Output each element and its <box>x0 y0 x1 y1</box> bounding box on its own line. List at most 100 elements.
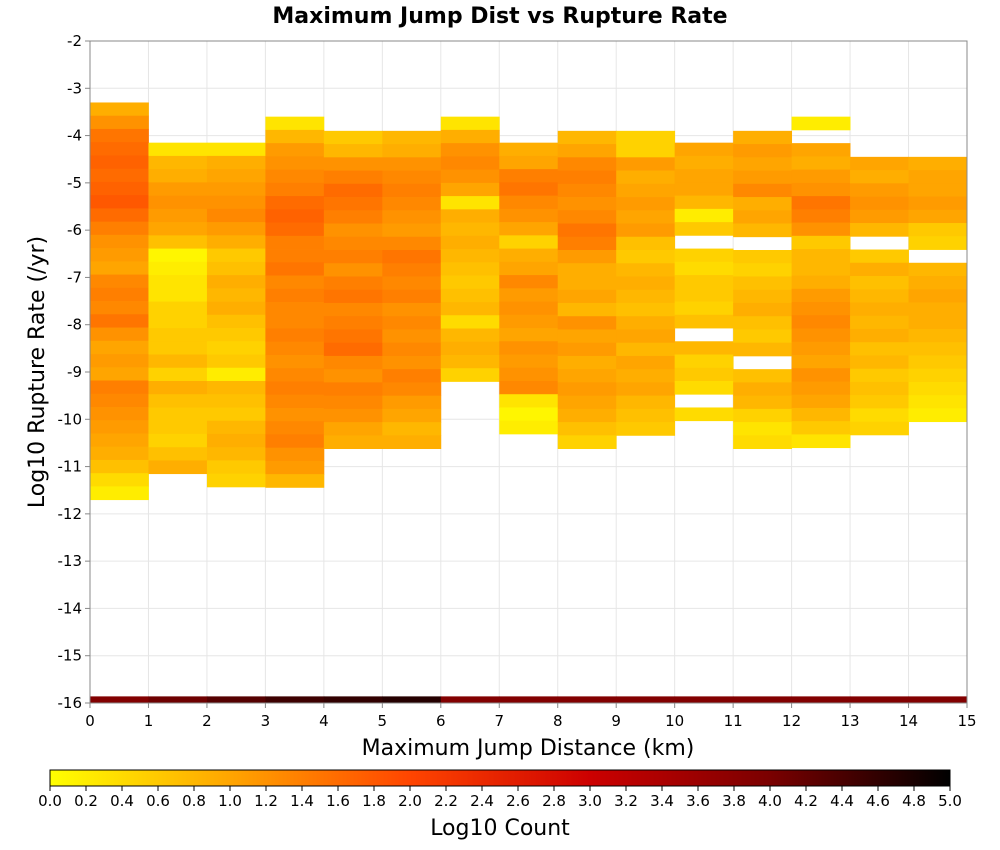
heatmap-cell <box>206 169 266 183</box>
heatmap-cell <box>733 250 792 264</box>
heatmap-cell <box>90 340 149 355</box>
colorbar-tick-label: 2.0 <box>398 792 422 810</box>
heatmap-cell <box>382 236 442 251</box>
heatmap-cell <box>206 407 266 422</box>
heatmap-cell <box>674 354 734 369</box>
heatmap-cell <box>557 223 617 238</box>
heatmap-cell <box>382 210 442 224</box>
colorbar-tick-label: 2.6 <box>506 792 530 810</box>
heatmap-cell <box>674 208 734 223</box>
heatmap-cell <box>382 183 442 198</box>
heatmap-cell <box>265 421 325 435</box>
heatmap-cell <box>206 195 266 210</box>
heatmap-cell <box>90 459 149 474</box>
heatmap-cell <box>90 486 149 501</box>
heatmap-cell <box>733 329 792 344</box>
heatmap-cell <box>382 408 442 423</box>
heatmap-cell <box>733 289 792 304</box>
colorbar-tick-label: 0.4 <box>110 792 134 810</box>
heatmap-cell <box>791 235 851 250</box>
heatmap-cell <box>850 421 909 436</box>
heatmap-cell <box>850 315 909 330</box>
heatmap-cell <box>733 342 792 357</box>
heatmap-cell <box>323 276 383 291</box>
heatmap-cell <box>791 156 851 171</box>
heatmap-cell <box>791 209 851 223</box>
heatmap-cell <box>499 341 559 355</box>
heatmap-cell <box>265 249 325 263</box>
heatmap-cell <box>90 168 149 183</box>
heatmap-cell <box>499 208 559 223</box>
heatmap-cell <box>908 196 968 211</box>
heatmap-cell <box>440 169 500 184</box>
heatmap-cell <box>265 209 325 223</box>
heatmap-cell <box>499 301 559 316</box>
heatmap-cell <box>265 302 325 316</box>
heatmap-cell <box>265 235 325 250</box>
x-tick-label: 9 <box>611 712 621 730</box>
heatmap-cell <box>265 474 325 488</box>
heatmap-cell <box>908 408 968 423</box>
heatmap-cell <box>616 289 676 304</box>
heatmap-cell <box>499 222 559 236</box>
heatmap-cell <box>265 315 325 329</box>
heatmap-cell <box>382 250 442 264</box>
heatmap-cell <box>499 142 559 157</box>
heatmap-cell <box>499 420 559 435</box>
heatmap-cell <box>733 395 792 410</box>
heatmap-cell <box>323 210 383 224</box>
heatmap-cell <box>382 197 442 211</box>
heatmap-cell <box>382 289 442 304</box>
colorbar-tick-label: 0.6 <box>146 792 170 810</box>
heatmap-cell <box>499 354 559 369</box>
heatmap-cell <box>791 222 851 237</box>
heatmap-cell <box>674 288 734 302</box>
heatmap-cell <box>382 395 442 410</box>
heatmap-cell <box>733 422 792 436</box>
heatmap-cell <box>733 130 792 145</box>
heatmap-cell <box>206 182 266 197</box>
heatmap-cell <box>206 248 266 263</box>
heatmap-cell <box>382 435 442 450</box>
heatmap-cell <box>908 696 968 703</box>
heatmap-cell <box>382 342 442 357</box>
heatmap-cells <box>90 102 968 703</box>
heatmap-cell <box>791 275 851 290</box>
heatmap-cell <box>674 248 734 263</box>
heatmap-cell <box>850 209 909 224</box>
heatmap-cell <box>791 116 851 131</box>
heatmap-cell <box>616 696 676 703</box>
heatmap-cell <box>382 144 442 158</box>
heatmap-cell <box>674 380 734 395</box>
heatmap-cell <box>323 170 383 185</box>
heatmap-cell <box>733 170 792 185</box>
heatmap-cell <box>206 235 266 249</box>
y-tick-label: -16 <box>58 694 83 712</box>
heatmap-cell <box>733 302 792 317</box>
heatmap-cell <box>382 696 442 703</box>
heatmap-cell <box>850 395 909 409</box>
heatmap-cell <box>148 261 208 276</box>
heatmap-cell <box>499 261 559 276</box>
heatmap-cell <box>850 276 909 290</box>
heatmap-cell <box>148 155 208 170</box>
heatmap-cell <box>90 367 149 381</box>
heatmap-cell <box>206 696 266 703</box>
y-tick-label: -4 <box>67 127 82 145</box>
heatmap-cell <box>674 261 734 276</box>
colorbar-tick-label: 3.6 <box>686 792 710 810</box>
heatmap-cell <box>148 447 208 461</box>
x-tick-label: 7 <box>494 712 504 730</box>
heatmap-cell <box>265 696 325 703</box>
heatmap-cell <box>440 262 500 276</box>
colorbar-tick-label: 3.8 <box>722 792 746 810</box>
heatmap-cell <box>206 367 266 382</box>
colorbar-tick-label: 3.0 <box>578 792 602 810</box>
heatmap-cell <box>557 355 617 370</box>
heatmap-cell <box>90 473 149 487</box>
heatmap-cell <box>616 236 676 251</box>
x-axis-label: Maximum Jump Distance (km) <box>362 736 695 761</box>
heatmap-cell <box>148 328 208 342</box>
heatmap-cell <box>791 407 851 422</box>
heatmap-cell <box>206 222 266 236</box>
